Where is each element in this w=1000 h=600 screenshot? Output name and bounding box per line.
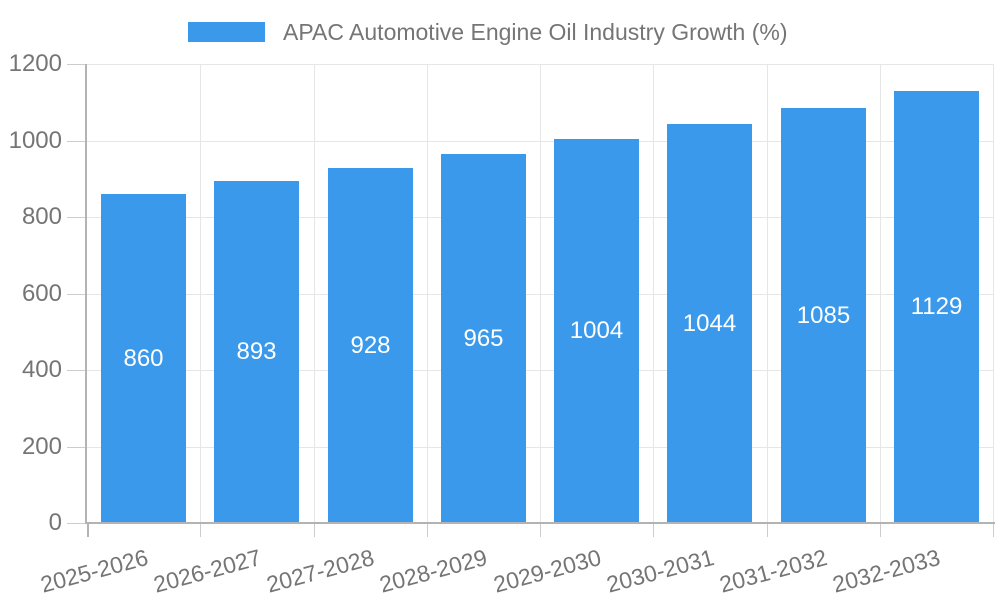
y-tick-mark — [67, 447, 87, 448]
gridline-vertical — [880, 64, 881, 523]
bar[interactable]: 928 — [328, 168, 413, 523]
y-tick-mark — [67, 370, 87, 371]
gridline-vertical — [993, 64, 994, 523]
y-tick-mark — [67, 217, 87, 218]
x-tick-mark — [540, 523, 541, 537]
gridline-vertical — [653, 64, 654, 523]
x-tick-mark — [200, 523, 201, 537]
gridline-vertical — [427, 64, 428, 523]
bar[interactable]: 1129 — [894, 91, 979, 523]
gridline-vertical — [767, 64, 768, 523]
y-axis-tick-label: 600 — [21, 280, 62, 307]
bar-value-label: 860 — [123, 344, 164, 372]
y-axis-tick-label: 200 — [21, 433, 62, 460]
bar-value-label: 893 — [236, 338, 277, 365]
bar[interactable]: 1044 — [667, 124, 752, 523]
x-tick-mark — [653, 523, 654, 537]
bar[interactable]: 1004 — [554, 139, 639, 523]
x-tick-mark — [87, 523, 89, 537]
y-axis-line — [85, 64, 87, 523]
x-tick-mark — [767, 523, 768, 537]
x-tick-mark — [993, 523, 994, 537]
y-axis-tick-label: 1200 — [8, 50, 62, 77]
bar-value-label: 1044 — [682, 309, 737, 337]
y-axis-tick-label: 0 — [48, 509, 62, 536]
gridline-vertical — [314, 64, 315, 523]
gridline-vertical — [540, 64, 541, 523]
legend-swatch-icon — [188, 22, 265, 42]
y-tick-mark — [67, 141, 87, 142]
bar[interactable]: 860 — [101, 194, 186, 523]
bar-value-label: 965 — [463, 324, 504, 352]
x-tick-mark — [427, 523, 428, 537]
bar[interactable]: 1085 — [781, 108, 866, 523]
gridline-vertical — [200, 64, 201, 523]
bar[interactable]: 965 — [441, 154, 526, 523]
x-tick-mark — [314, 523, 315, 537]
y-axis-tick-label: 400 — [21, 356, 62, 383]
bar-value-label: 928 — [350, 331, 391, 359]
bar-value-label: 1129 — [910, 293, 963, 320]
legend-label: APAC Automotive Engine Oil Industry Grow… — [283, 19, 788, 45]
y-tick-mark — [67, 294, 87, 295]
bar-value-label: 1004 — [569, 317, 624, 344]
x-axis-line — [85, 522, 995, 524]
x-tick-mark — [880, 523, 881, 537]
y-axis-tick-label: 1000 — [8, 127, 62, 154]
y-axis-tick-label: 800 — [21, 203, 62, 230]
y-tick-mark — [67, 64, 87, 65]
bar[interactable]: 893 — [214, 181, 299, 523]
bar-value-label: 1085 — [796, 301, 851, 329]
y-tick-mark — [67, 523, 87, 524]
